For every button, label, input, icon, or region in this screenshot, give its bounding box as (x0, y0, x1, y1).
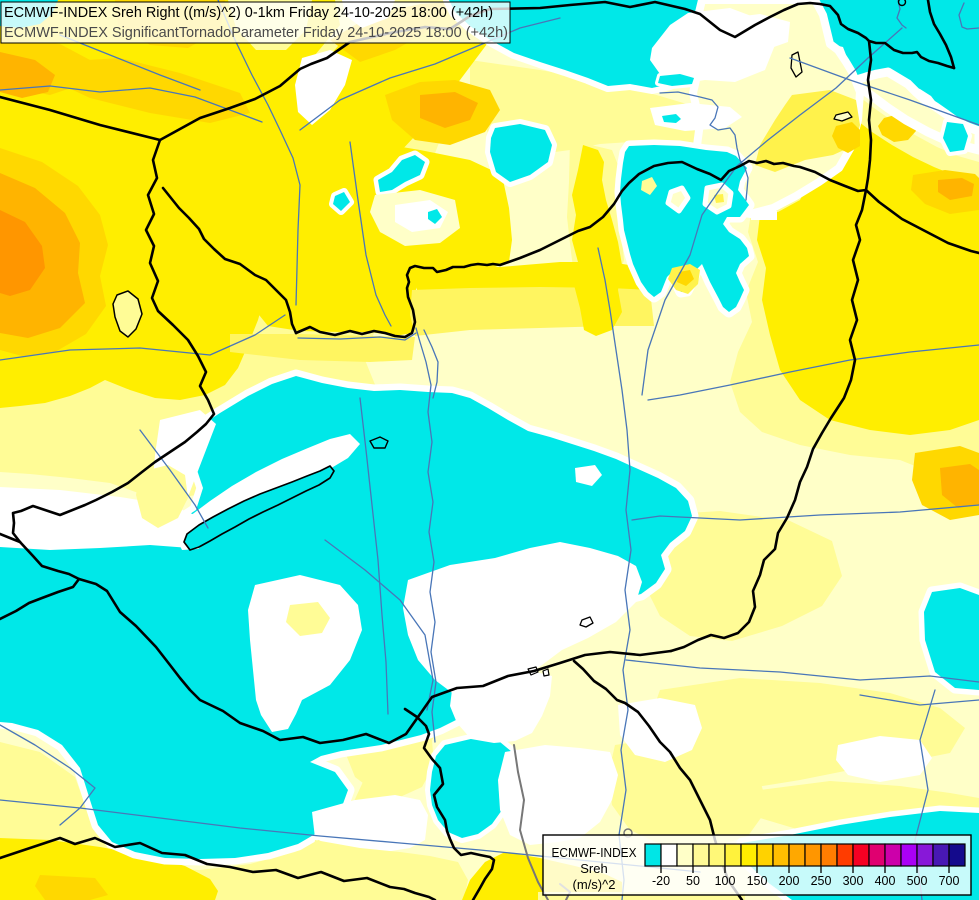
svg-text:ECMWF-INDEX: ECMWF-INDEX (552, 845, 637, 860)
svg-text:250: 250 (811, 874, 832, 888)
svg-text:150: 150 (747, 874, 768, 888)
svg-text:100: 100 (715, 874, 736, 888)
svg-text:ECMWF-INDEX SignificantTornado: ECMWF-INDEX SignificantTornadoParameter … (4, 24, 508, 41)
svg-text:-20: -20 (652, 874, 670, 888)
svg-text:50: 50 (686, 874, 700, 888)
svg-text:700: 700 (939, 874, 960, 888)
svg-text:ECMWF-INDEX Sreh Right ((m/s)^: ECMWF-INDEX Sreh Right ((m/s)^2) 0-1km F… (4, 4, 493, 21)
svg-text:500: 500 (907, 874, 928, 888)
svg-text:200: 200 (779, 874, 800, 888)
svg-text:Sreh: Sreh (580, 861, 607, 876)
svg-text:300: 300 (843, 874, 864, 888)
svg-text:(m/s)^2: (m/s)^2 (573, 877, 616, 892)
svg-text:400: 400 (875, 874, 896, 888)
